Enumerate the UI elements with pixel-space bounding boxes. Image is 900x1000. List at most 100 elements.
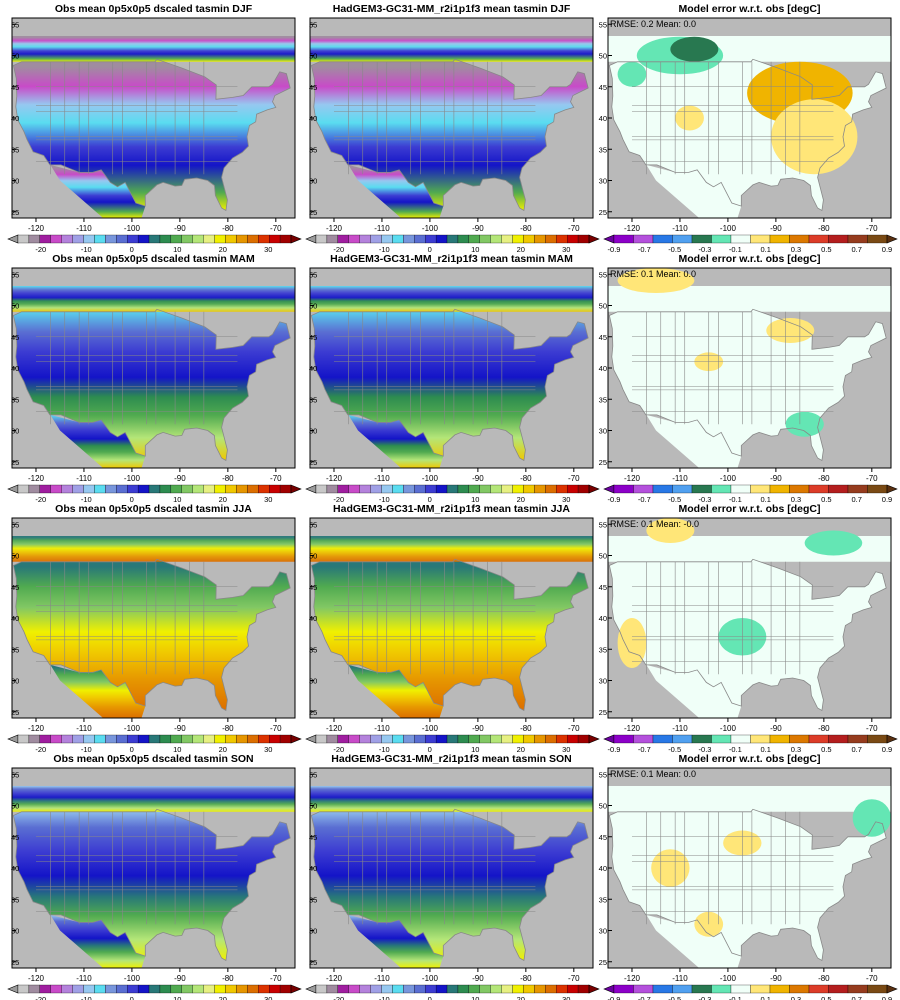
lon-tick-label: -80 bbox=[222, 224, 234, 233]
lon-tick-label: -80 bbox=[818, 724, 830, 733]
err-colorbar-label: -0.3 bbox=[699, 495, 712, 504]
lat-tick-label: 30 bbox=[599, 677, 607, 686]
lat-tick-label: 50 bbox=[309, 52, 317, 61]
err-colorbar-label: 0.9 bbox=[882, 495, 892, 504]
error-stats: RMSE: 0.1 Mean: 0.0 bbox=[610, 769, 696, 779]
lon-tick-label: -90 bbox=[472, 974, 484, 983]
lon-tick-label: -120 bbox=[28, 974, 45, 983]
err-colorbar-label: -0.9 bbox=[608, 495, 621, 504]
err-colorbar-label: 0.9 bbox=[882, 245, 892, 254]
err-colorbar-label: -0.9 bbox=[608, 745, 621, 754]
temp-colorbar-label: 0 bbox=[428, 745, 432, 754]
lat-tick-label: 35 bbox=[309, 395, 317, 404]
temp-colorbar-label: 20 bbox=[219, 995, 227, 1000]
err-colorbar-label: 0.5 bbox=[821, 995, 831, 1000]
temp-colorbar-label: -10 bbox=[81, 995, 92, 1000]
temp-colorbar-label: 10 bbox=[173, 245, 181, 254]
temp-colorbar-label: 0 bbox=[130, 995, 134, 1000]
temp-colorbar-label: 10 bbox=[471, 745, 479, 754]
temp-colorbar-label: -20 bbox=[333, 995, 344, 1000]
temp-colorbar-label: -10 bbox=[379, 495, 390, 504]
lat-tick-label: 40 bbox=[599, 614, 607, 623]
temp-colorbar-label: -10 bbox=[81, 245, 92, 254]
error-stats: RMSE: 0.1 Mean: -0.0 bbox=[610, 519, 699, 529]
lat-tick-label: 30 bbox=[309, 677, 317, 686]
temp-colorbar-0: -20 -10 0 10 20 30 bbox=[7, 234, 302, 254]
lat-tick-label: 50 bbox=[11, 302, 19, 311]
lat-tick-label: 30 bbox=[599, 927, 607, 936]
temp-colorbar-label: 30 bbox=[264, 495, 272, 504]
err-colorbar-label: 0.7 bbox=[851, 495, 861, 504]
lon-tick-label: -100 bbox=[124, 474, 141, 483]
err-colorbar-label: 0.3 bbox=[791, 495, 801, 504]
lon-tick-label: -70 bbox=[270, 724, 282, 733]
temp-colorbar-label: 20 bbox=[219, 495, 227, 504]
lon-tick-label: -100 bbox=[422, 724, 439, 733]
err-colorbar-2: -0.9 -0.7 -0.5 -0.3 -0.1 0.1 0.3 0.5 0.7 0.9 bbox=[603, 734, 898, 754]
lon-tick-label: -80 bbox=[520, 224, 532, 233]
lon-tick-label: -70 bbox=[270, 224, 282, 233]
temp-colorbar-label: 10 bbox=[471, 495, 479, 504]
temp-colorbar-1: -20 -10 0 10 20 30 bbox=[305, 484, 600, 504]
lat-tick-label: 55 bbox=[11, 20, 19, 29]
lon-tick-label: -70 bbox=[866, 724, 878, 733]
lat-tick-label: 35 bbox=[599, 645, 607, 654]
lat-tick-label: 40 bbox=[309, 364, 317, 373]
temp-colorbar-label: -10 bbox=[81, 745, 92, 754]
lat-tick-label: 45 bbox=[11, 333, 19, 342]
error-stats: RMSE: 0.2 Mean: 0.0 bbox=[610, 19, 696, 29]
model-MAM-title: HadGEM3-GC31-MM_r2i1p1f3 mean tasmin MAM bbox=[330, 253, 573, 265]
lat-tick-label: 35 bbox=[599, 395, 607, 404]
lat-tick-label: 40 bbox=[599, 364, 607, 373]
err-colorbar-label: -0.5 bbox=[668, 495, 681, 504]
lon-tick-label: -70 bbox=[866, 974, 878, 983]
err-colorbar-label: 0.7 bbox=[851, 745, 861, 754]
lon-tick-label: -100 bbox=[720, 974, 737, 983]
temp-colorbar-label: -20 bbox=[35, 495, 46, 504]
temp-colorbar-label: -20 bbox=[333, 495, 344, 504]
lat-tick-label: 55 bbox=[309, 270, 317, 279]
err-colorbar-label: -0.7 bbox=[638, 745, 651, 754]
lon-tick-label: -120 bbox=[624, 224, 641, 233]
lon-tick-label: -120 bbox=[28, 224, 45, 233]
lat-tick-label: 40 bbox=[11, 614, 19, 623]
err-colorbar-label: 0.5 bbox=[821, 495, 831, 504]
error-JJA-title: Model error w.r.t. obs [degC] bbox=[679, 503, 821, 515]
lon-tick-label: -100 bbox=[720, 474, 737, 483]
lat-tick-label: 25 bbox=[599, 458, 607, 467]
lon-tick-label: -70 bbox=[568, 974, 580, 983]
obs-JJA-title: Obs mean 0p5x0p5 dscaled tasmin JJA bbox=[55, 503, 252, 515]
temp-colorbar-label: 0 bbox=[130, 495, 134, 504]
lat-tick-label: 35 bbox=[11, 395, 19, 404]
lat-tick-label: 30 bbox=[309, 177, 317, 186]
lat-tick-label: 30 bbox=[309, 427, 317, 436]
lon-tick-label: -90 bbox=[770, 974, 782, 983]
model-MAM-map bbox=[310, 268, 593, 468]
lat-tick-label: 35 bbox=[11, 145, 19, 154]
lon-tick-label: -120 bbox=[28, 474, 45, 483]
lon-tick-label: -90 bbox=[174, 224, 186, 233]
error-JJA-map bbox=[608, 518, 891, 718]
error-stats: RMSE: 0.1 Mean: 0.0 bbox=[610, 269, 696, 279]
lat-tick-label: 40 bbox=[11, 364, 19, 373]
lat-tick-label: 35 bbox=[11, 895, 19, 904]
temp-colorbar-label: -20 bbox=[333, 245, 344, 254]
lat-tick-label: 25 bbox=[11, 708, 19, 717]
obs-MAM-map bbox=[12, 268, 295, 468]
err-colorbar-label: -0.7 bbox=[638, 245, 651, 254]
model-DJF-title: HadGEM3-GC31-MM_r2i1p1f3 mean tasmin DJF bbox=[333, 3, 571, 15]
lon-tick-label: -110 bbox=[76, 974, 92, 983]
err-colorbar-label: -0.9 bbox=[608, 245, 621, 254]
lon-tick-label: -90 bbox=[770, 724, 782, 733]
lat-tick-label: 30 bbox=[599, 177, 607, 186]
err-colorbar-label: 0.7 bbox=[851, 995, 861, 1000]
lat-tick-label: 50 bbox=[309, 302, 317, 311]
error-SON-title: Model error w.r.t. obs [degC] bbox=[679, 753, 821, 765]
lat-tick-label: 35 bbox=[599, 895, 607, 904]
lat-tick-label: 30 bbox=[599, 427, 607, 436]
lon-tick-label: -100 bbox=[720, 724, 737, 733]
lat-tick-label: 50 bbox=[309, 802, 317, 811]
lat-tick-label: 45 bbox=[599, 333, 607, 342]
lat-tick-label: 25 bbox=[309, 458, 317, 467]
lon-tick-label: -120 bbox=[28, 724, 45, 733]
